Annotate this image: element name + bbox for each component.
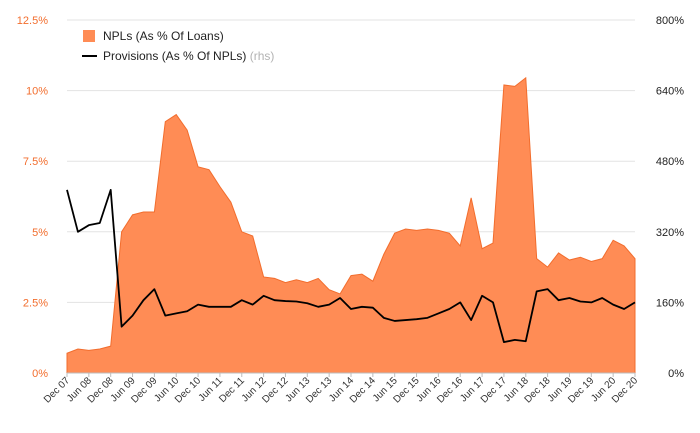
left-tick-label: 12.5% — [17, 15, 48, 27]
left-tick-label: 7.5% — [23, 156, 48, 168]
provisions-line-series — [66, 188, 636, 344]
left-tick-label: 10% — [26, 86, 48, 98]
right-tick-label: 480% — [656, 156, 684, 168]
right-tick-label: 800% — [656, 15, 684, 27]
npl-area-series — [66, 76, 636, 374]
legend: NPLs (As % Of Loans) Provisions (As % Of … — [82, 29, 274, 63]
right-tick-label: 160% — [656, 297, 684, 309]
legend-note: (rhs) — [246, 49, 274, 63]
area-layer — [66, 76, 636, 374]
left-tick-label: 2.5% — [23, 297, 48, 309]
legend-label: Provisions (As % Of NPLs) (rhs) — [103, 49, 274, 63]
right-tick-label: 320% — [656, 227, 684, 239]
line-layer — [66, 188, 636, 344]
left-tick-label: 0% — [32, 368, 48, 380]
right-tick-label: 0% — [668, 368, 684, 380]
right-tick-label: 640% — [656, 86, 684, 98]
legend-label: NPLs (As % Of Loans) — [103, 29, 224, 43]
left-tick-label: 5% — [32, 227, 48, 239]
legend-swatch-npl — [83, 30, 95, 42]
